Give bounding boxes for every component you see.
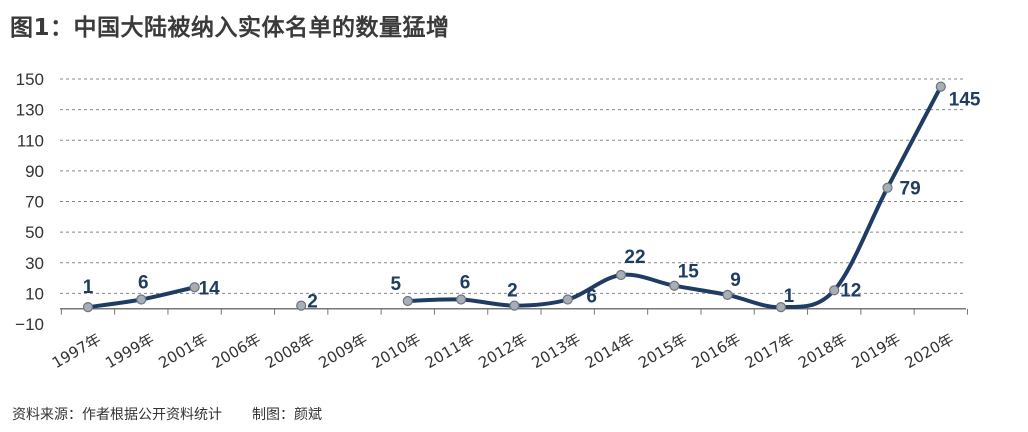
data-label: 9 <box>730 270 741 291</box>
data-point <box>456 294 467 305</box>
data-point <box>882 182 893 193</box>
data-point <box>722 289 733 301</box>
data-label: 6 <box>138 273 149 294</box>
data-label: 6 <box>460 273 471 294</box>
x-tick-label: 2020年 <box>902 330 957 372</box>
data-point <box>935 81 946 92</box>
series-line <box>86 84 943 310</box>
x-tick-label: 1997年 <box>49 330 104 372</box>
y-tick-label: 150 <box>16 70 44 89</box>
data-point <box>775 302 787 313</box>
data-point <box>562 294 573 305</box>
y-tick-label: 110 <box>17 131 44 150</box>
y-tick-label: 90 <box>25 162 44 181</box>
x-tick-label: 2019年 <box>848 330 903 372</box>
data-point <box>509 300 520 311</box>
x-tick-label: 2015年 <box>635 330 690 372</box>
data-label: 12 <box>840 280 861 301</box>
y-tick-label: −10 <box>15 315 44 334</box>
data-label: 1 <box>784 286 795 307</box>
x-tick-label: 2016年 <box>689 330 744 372</box>
x-tick-label: 2018年 <box>795 330 850 372</box>
data-markers <box>82 81 946 313</box>
credit-note: 制图：颜斌 <box>252 407 322 423</box>
data-label: 5 <box>391 274 402 295</box>
x-tick-label: 2006年 <box>209 330 264 372</box>
x-tick-label: 2017年 <box>742 330 797 372</box>
data-point <box>136 294 147 305</box>
x-tick-label: 2010年 <box>369 330 424 372</box>
data-label: 79 <box>900 179 921 200</box>
x-tick-label: 2008年 <box>262 330 317 372</box>
y-tick-label: 30 <box>25 254 44 273</box>
data-point <box>402 295 413 307</box>
x-tick-label: 2009年 <box>315 330 370 372</box>
data-label: 22 <box>624 247 645 268</box>
gridlines <box>60 78 966 294</box>
data-label: 2 <box>307 292 318 313</box>
y-tick-label: 70 <box>25 193 44 212</box>
y-tick-label: 130 <box>16 101 44 120</box>
y-tick-label: 50 <box>25 223 44 242</box>
data-labels: 1 6 14 2 5 6 2 6 22 15 9 1 12 79 145 <box>83 90 981 313</box>
x-tick-label: 2013年 <box>529 330 584 372</box>
chart-title: 图1：中国大陆被纳入实体名单的数量猛增 <box>10 15 450 41</box>
data-label: 1 <box>83 277 94 298</box>
data-point <box>669 280 680 291</box>
x-tick-label: 2001年 <box>156 330 211 372</box>
source-note: 资料来源：作者根据公开资料统计 <box>12 407 222 423</box>
data-point <box>189 282 200 293</box>
data-label: 2 <box>507 281 518 302</box>
data-label: 14 <box>199 278 221 299</box>
data-label: 15 <box>678 262 700 283</box>
series-line-segment <box>405 84 943 310</box>
chart-footer: 资料来源：作者根据公开资料统计 制图：颜斌 <box>12 404 322 424</box>
data-label: 145 <box>949 90 981 111</box>
x-tick-label: 1999年 <box>102 330 157 372</box>
data-point <box>829 285 840 296</box>
axes: 1501301109070503010−101997年1999年2001年200… <box>15 70 968 372</box>
x-tick-label: 2011年 <box>422 330 477 372</box>
x-tick-label: 2012年 <box>475 330 530 372</box>
y-tick-label: 10 <box>25 284 44 303</box>
data-point <box>82 302 94 313</box>
x-tick-label: 2014年 <box>582 330 637 372</box>
data-point <box>615 269 627 281</box>
data-point <box>296 300 307 311</box>
data-label: 6 <box>586 287 597 308</box>
